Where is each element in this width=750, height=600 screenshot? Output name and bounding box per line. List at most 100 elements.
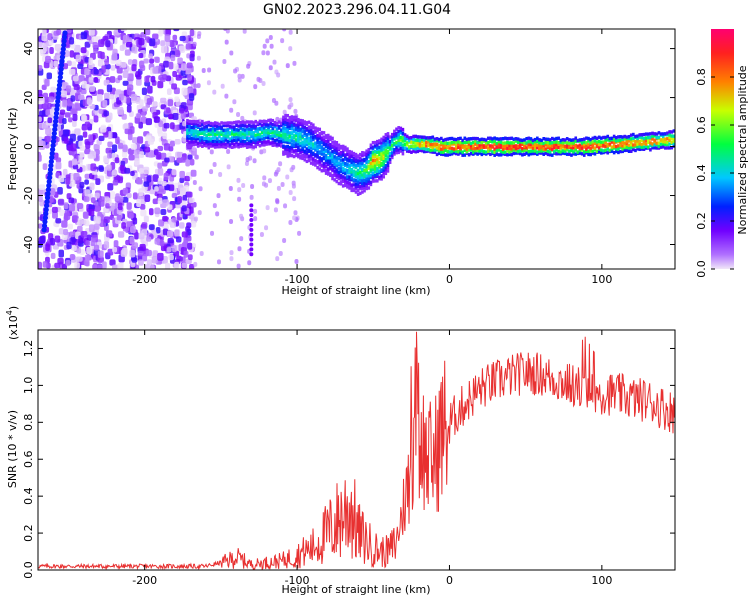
spectrogram-ridge-cell — [356, 192, 360, 196]
spectrogram-ridge-cell — [273, 122, 277, 127]
spectrogram-cell — [70, 87, 75, 96]
spectrogram-ridge-cell — [666, 146, 669, 150]
spectrogram-ridge-cell — [621, 147, 624, 151]
spectrogram-ridge-cell — [286, 132, 290, 136]
spectrogram-cell — [70, 108, 77, 115]
spectrogram-cell — [61, 99, 68, 108]
spectrogram-ridge-cell — [459, 151, 462, 155]
spectrogram-cell — [83, 196, 90, 203]
spectrogram-ridge-cell — [582, 153, 586, 157]
spectrogram-ridge-cell — [444, 153, 447, 157]
spectrogram-ridge-cell — [241, 132, 245, 136]
spectrogram-ridge-cell — [386, 136, 390, 141]
spectrogram-cell — [84, 254, 90, 263]
spectrogram-cell — [236, 263, 241, 269]
spectrogram-ridge-cell — [309, 128, 313, 133]
spectrogram-ridge-cell — [420, 137, 424, 142]
spectrogram-cell — [134, 158, 140, 166]
spectrogram-ridge-cell — [230, 125, 234, 129]
spectrogram-ridge-cell — [339, 174, 343, 178]
spectrogram-cell — [83, 211, 89, 219]
spectrogram-ridge-cell — [271, 134, 275, 138]
spectrogram-ridge-cell — [501, 150, 505, 154]
spectrogram-cell — [237, 246, 242, 252]
spectrogram-cell — [282, 29, 287, 32]
spectrogram-ridge-cell — [346, 152, 349, 157]
spectrogram-cell — [158, 29, 164, 35]
spectrogram-ridge-cell — [486, 136, 490, 140]
spectrogram-ridge-cell — [457, 136, 460, 141]
spectrogram-ridge-cell — [254, 124, 258, 129]
spectrogram-cell — [55, 161, 62, 170]
spectrogram-ridge-cell — [318, 156, 322, 160]
spectrogram-streak — [42, 215, 48, 221]
spectrogram-ridge-cell — [644, 142, 648, 146]
spectrogram-ridge-cell — [602, 149, 605, 153]
spectrogram-ridge-cell — [326, 133, 330, 138]
spectrogram-cell — [252, 158, 257, 164]
spectrogram-ridge-cell — [578, 151, 582, 155]
spectrogram-ridge-cell — [546, 149, 550, 153]
spectrogram-ridge-cell — [604, 141, 607, 145]
spectrogram-ridge-cell — [358, 161, 362, 165]
spectrogram-ridge-cell — [252, 121, 255, 125]
spectrogram-cell — [167, 204, 173, 210]
spectrogram-ridge-cell — [429, 139, 432, 143]
spectrogram-ridge-cell — [337, 176, 341, 181]
spectrogram-cell — [56, 29, 62, 36]
spectrogram-cell — [196, 55, 201, 61]
spectrogram-ridge-cell — [220, 132, 223, 136]
spectrogram-ridge-cell — [352, 157, 356, 161]
spectrogram-cell — [229, 50, 234, 56]
spectrogram-ridge-cell — [303, 129, 307, 133]
spectrogram-cell — [106, 84, 113, 93]
spectrogram-ridge-cell — [512, 137, 516, 141]
spectrogram-ridge-cell — [380, 177, 383, 181]
spectrogram-ridge-cell — [523, 141, 526, 145]
spectrogram-ridge-cell — [358, 178, 362, 183]
spectrogram-ridge-cell — [378, 149, 381, 154]
spectrogram-ridge-cell — [188, 130, 191, 134]
spectrogram-ridge-cell — [224, 131, 228, 135]
spectrogram-cell — [47, 117, 53, 124]
spectrogram-ridge-cell — [612, 138, 616, 142]
spectrogram-ridge-cell — [386, 163, 390, 168]
spectrogram-ridge-cell — [401, 127, 405, 132]
spectrogram-cell — [138, 37, 145, 46]
spectrogram-cell — [78, 140, 84, 148]
spectrogram-ridge-cell — [301, 121, 304, 125]
spectrogram-cell — [127, 132, 133, 141]
spectrogram-ridge-cell — [582, 137, 586, 141]
colorbar-tick-label: 0.4 — [695, 164, 708, 182]
spectrogram-ridge-cell — [606, 138, 610, 142]
spectrogram-ridge-cell — [491, 150, 494, 154]
spectrogram-ridge-cell — [348, 175, 351, 179]
spectrogram-ridge-cell — [346, 168, 349, 173]
spectrogram-ridge-cell — [614, 144, 618, 149]
spectrogram-ridge-cell — [346, 177, 349, 181]
spectrogram-ridge-cell — [301, 153, 304, 158]
spectrogram-ridge-cell — [459, 146, 462, 151]
spectrogram-ridge-cell — [222, 121, 226, 126]
spectrogram-ridge-cell — [297, 139, 300, 144]
spectrogram-ridge-cell — [314, 163, 317, 167]
spectrogram-ridge-cell — [422, 143, 426, 148]
spectrogram-cell — [84, 189, 91, 197]
spectrogram-ridge-cell — [299, 137, 302, 141]
spectrogram-cell — [61, 90, 68, 98]
spectrogram-ridge-cell — [536, 143, 539, 147]
spectrogram-ridge-cell — [632, 136, 635, 141]
spectrogram-ridge-cell — [341, 162, 345, 167]
spectrogram-ridge-cell — [284, 126, 287, 131]
spectrogram-ridge-cell — [294, 118, 298, 123]
spectrogram-cell — [157, 177, 163, 185]
spectrogram-ridge-cell — [294, 134, 298, 138]
spectrogram-ridge-cell — [661, 134, 665, 139]
spectrogram-ridge-cell — [450, 146, 454, 151]
spectrogram-ridge-cell — [525, 146, 528, 150]
spectrogram-ridge-cell — [672, 141, 675, 146]
spectrogram-cell — [112, 48, 118, 56]
spectrogram-ridge-cell — [384, 150, 388, 155]
spectrogram-ridge-cell — [367, 173, 371, 178]
spectrogram-cell — [191, 146, 196, 152]
